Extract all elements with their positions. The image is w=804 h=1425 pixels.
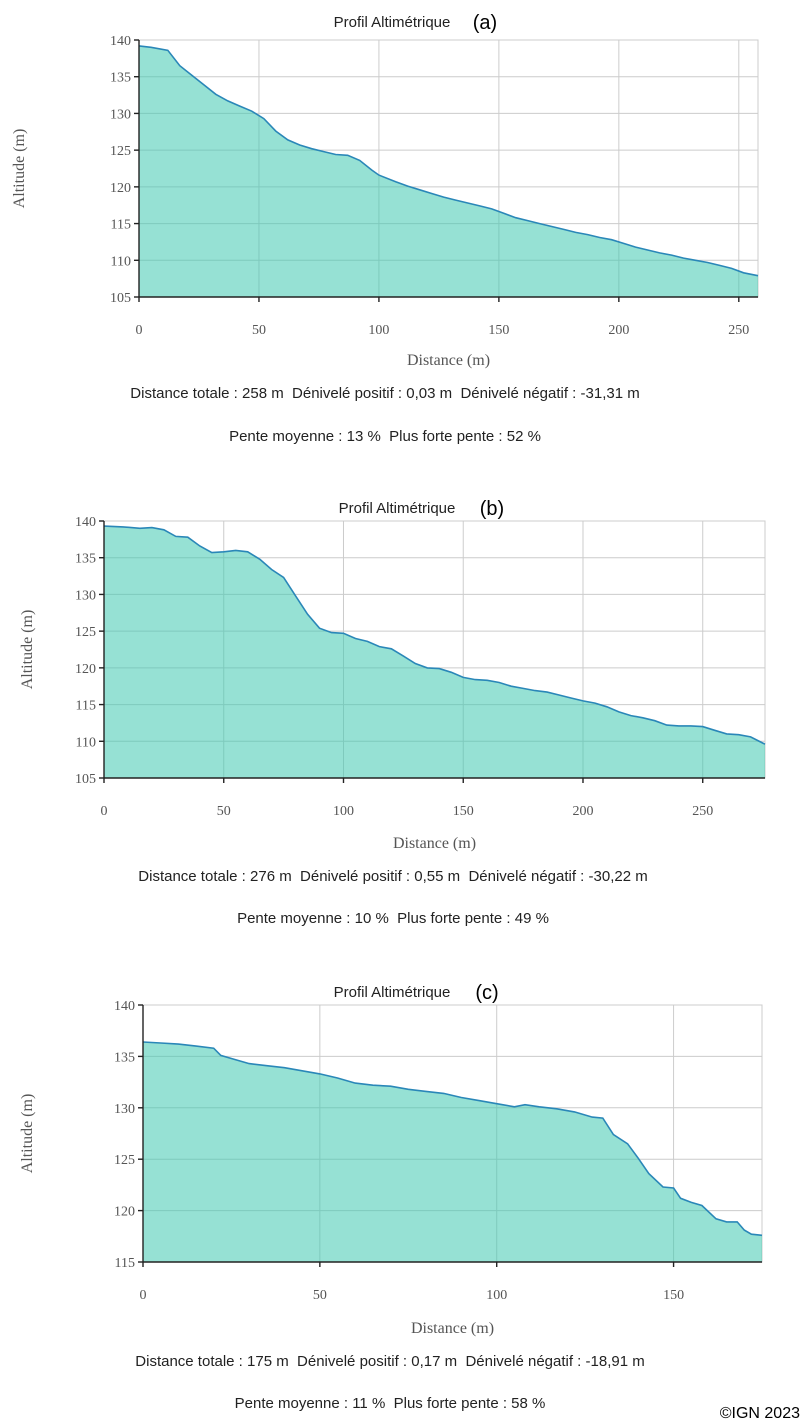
y-tick-label: 140 bbox=[110, 34, 131, 49]
panel-tag: (c) bbox=[475, 982, 498, 1004]
charts-group: 105 110 115 120 125 130 135 140 0 50 100 150 200 250 P… bbox=[11, 12, 766, 1412]
x-tick-label: 0 bbox=[136, 323, 143, 338]
y-axis-label: Altitude (m) bbox=[19, 1094, 36, 1174]
y-tick-label: 135 bbox=[75, 552, 96, 567]
y-axis-label: Altitude (m) bbox=[11, 129, 28, 209]
y-tick-label: 140 bbox=[75, 515, 96, 530]
y-tick-label: 140 bbox=[114, 999, 135, 1014]
profile-chart-3: 115 120 125 130 135 140 0 50 100 150 Profil Altimé… bbox=[19, 982, 763, 1412]
y-tick-label: 115 bbox=[111, 218, 131, 233]
y-tick-label: 110 bbox=[111, 254, 131, 269]
y-tick-label: 130 bbox=[114, 1102, 135, 1117]
y-tick-label: 125 bbox=[114, 1153, 135, 1168]
y-tick-label: 135 bbox=[110, 71, 131, 86]
x-tick-label: 0 bbox=[140, 1288, 147, 1303]
elevation-line bbox=[142, 1041, 763, 1237]
x-tick-label: 200 bbox=[572, 804, 593, 819]
chart-title: Profil Altimétrique bbox=[334, 14, 451, 31]
x-axis-label: Distance (m) bbox=[407, 352, 490, 369]
chart-title: Profil Altimétrique bbox=[339, 500, 456, 517]
elevation-area bbox=[143, 1042, 762, 1262]
panel-tag: (b) bbox=[480, 498, 504, 520]
x-tick-label: 150 bbox=[453, 804, 474, 819]
x-tick-label: 50 bbox=[217, 804, 231, 819]
panel-tag: (a) bbox=[473, 12, 497, 34]
y-tick-label: 110 bbox=[76, 735, 96, 750]
y-tick-label: 130 bbox=[75, 588, 96, 603]
x-axis-label: Distance (m) bbox=[411, 1320, 494, 1337]
y-tick-label: 105 bbox=[75, 772, 96, 787]
x-tick-label: 50 bbox=[313, 1288, 327, 1303]
profile-stats: Distance totale : 276 m Dénivelé positif… bbox=[138, 868, 647, 885]
y-tick-label: 120 bbox=[110, 181, 131, 196]
slope-stats: Pente moyenne : 11 % Plus forte pente : … bbox=[235, 1395, 546, 1412]
elevation-line bbox=[103, 525, 766, 745]
y-tick-label: 115 bbox=[115, 1256, 135, 1271]
elevation-area bbox=[104, 526, 765, 778]
y-tick-label: 120 bbox=[114, 1205, 135, 1220]
chart-title: Profil Altimétrique bbox=[334, 984, 451, 1001]
slope-stats: Pente moyenne : 10 % Plus forte pente : … bbox=[237, 910, 549, 927]
y-axis-label: Altitude (m) bbox=[19, 610, 36, 690]
profile-chart-1: 105 110 115 120 125 130 135 140 0 50 100 150 200 250 P… bbox=[11, 12, 759, 445]
y-tick-label: 105 bbox=[110, 291, 131, 306]
x-tick-label: 100 bbox=[333, 804, 354, 819]
elevation-area bbox=[139, 45, 758, 298]
y-tick-label: 120 bbox=[75, 662, 96, 677]
x-tick-label: 50 bbox=[252, 323, 266, 338]
x-tick-label: 0 bbox=[101, 804, 108, 819]
profile-chart-2: 105 110 115 120 125 130 135 140 0 50 100 150 200 250 P… bbox=[19, 498, 766, 927]
y-tick-label: 135 bbox=[114, 1050, 135, 1065]
y-tick-label: 125 bbox=[75, 625, 96, 640]
x-tick-label: 100 bbox=[486, 1288, 507, 1303]
elevation-line bbox=[138, 45, 759, 277]
profile-stats: Distance totale : 258 m Dénivelé positif… bbox=[130, 385, 639, 402]
x-tick-label: 250 bbox=[692, 804, 713, 819]
y-tick-label: 125 bbox=[110, 144, 131, 159]
x-axis-label: Distance (m) bbox=[393, 835, 476, 852]
y-tick-label: 115 bbox=[76, 699, 96, 714]
x-tick-label: 200 bbox=[608, 323, 629, 338]
copyright-credit: ©IGN 2023 bbox=[720, 1405, 800, 1422]
slope-stats: Pente moyenne : 13 % Plus forte pente : … bbox=[229, 428, 541, 445]
x-tick-label: 150 bbox=[663, 1288, 684, 1303]
x-tick-label: 100 bbox=[368, 323, 389, 338]
profile-stats: Distance totale : 175 m Dénivelé positif… bbox=[135, 1353, 644, 1370]
y-tick-label: 130 bbox=[110, 107, 131, 122]
x-tick-label: 250 bbox=[728, 323, 749, 338]
x-tick-label: 150 bbox=[488, 323, 509, 338]
